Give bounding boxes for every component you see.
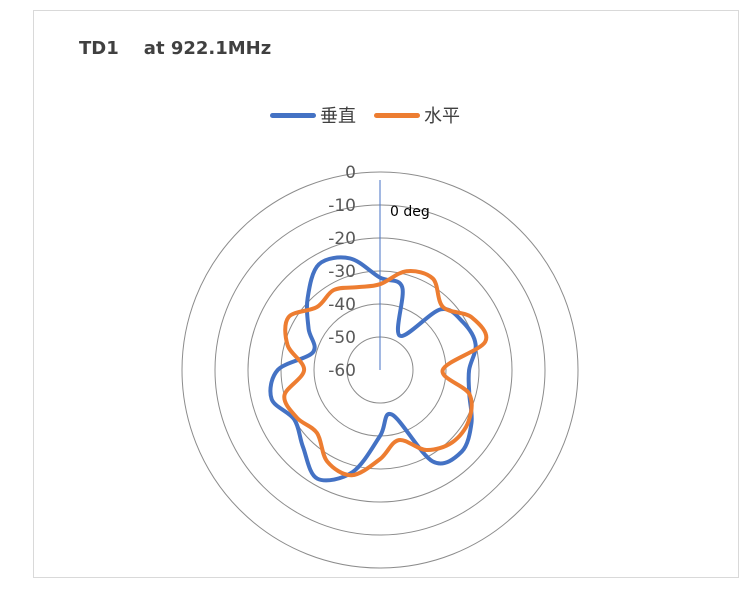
- legend-item-series-0: 垂直: [270, 102, 356, 128]
- tick-label: -50: [328, 328, 356, 348]
- tick-label: -40: [328, 295, 356, 315]
- chart-title: TD1 at 922.1MHz: [79, 38, 272, 59]
- tick-label: -20: [328, 229, 356, 249]
- legend-swatch-series-0: [270, 112, 316, 118]
- tick-label: -10: [328, 196, 356, 216]
- tick-label: 0: [345, 163, 356, 183]
- grid-circle: [181, 171, 579, 569]
- angle-label: 0 deg: [390, 204, 430, 220]
- tick-label: -60: [328, 361, 356, 381]
- series-line-0: [268, 255, 478, 483]
- series-lines: [268, 255, 489, 483]
- radial-ticks: 0 -10 -20 -30 -40 -50 -60: [328, 163, 356, 381]
- chart-frame: [33, 10, 739, 578]
- tick-label: -30: [328, 262, 356, 282]
- series-line-1: [282, 268, 489, 478]
- legend-label-series-1: 水平: [424, 106, 460, 127]
- legend-item-series-1: 水平: [374, 102, 460, 128]
- legend-swatch-series-1: [374, 112, 420, 118]
- legend-label-series-0: 垂直: [320, 106, 356, 127]
- legend: 垂直 水平: [270, 102, 460, 128]
